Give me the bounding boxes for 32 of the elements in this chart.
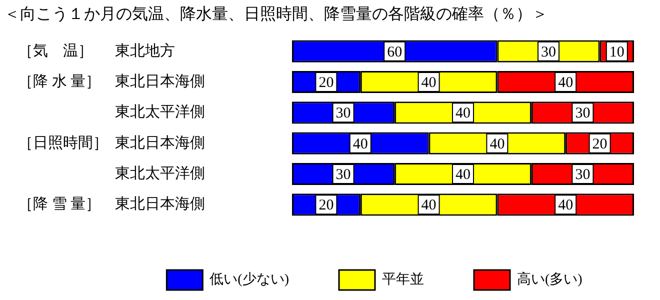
data-label: 40 — [456, 106, 470, 122]
data-label: 20 — [592, 136, 608, 152]
legend-label: 平年並 — [382, 272, 424, 288]
data-label: 10 — [609, 44, 624, 60]
y-tick-label: 東北太平洋側 — [115, 164, 205, 182]
text: ［降 雪 量］ — [18, 196, 100, 213]
y-tick-label: 東北太平洋側 — [115, 104, 205, 121]
data-label: 40 — [456, 166, 470, 183]
data-label: 30 — [336, 166, 351, 183]
y-tick-label: 東北日本海側 — [115, 134, 205, 152]
text: ［気 温］ — [18, 42, 93, 60]
legend-label: 高い(多い) — [517, 272, 583, 288]
legend-label: 低い(少ない) — [210, 272, 290, 288]
text: ［日照時間］ — [18, 134, 108, 152]
y-tick-label: 東北日本海側 — [115, 72, 205, 90]
data-label: 40 — [558, 74, 574, 91]
data-label: 40 — [421, 198, 436, 214]
y-tick-label: 東北地方 — [115, 42, 175, 60]
chart-title: ＜向こう１か月の気温、降水量、日照時間、降雪量の各階級の確率（％）＞ — [4, 5, 548, 24]
data-label: 40 — [352, 136, 368, 152]
data-label: 30 — [336, 106, 351, 122]
data-label: 30 — [541, 44, 556, 60]
data-label: 30 — [575, 106, 590, 122]
data-label: 40 — [490, 136, 505, 152]
data-label: 30 — [575, 166, 590, 183]
data-label: 40 — [558, 198, 574, 214]
data-label: 60 — [387, 44, 402, 60]
data-label: 20 — [318, 74, 334, 91]
data-label: 40 — [421, 74, 436, 91]
data-label: 20 — [318, 198, 334, 214]
text: ［降 水 量］ — [18, 72, 100, 90]
y-tick-label: 東北日本海側 — [115, 196, 205, 213]
